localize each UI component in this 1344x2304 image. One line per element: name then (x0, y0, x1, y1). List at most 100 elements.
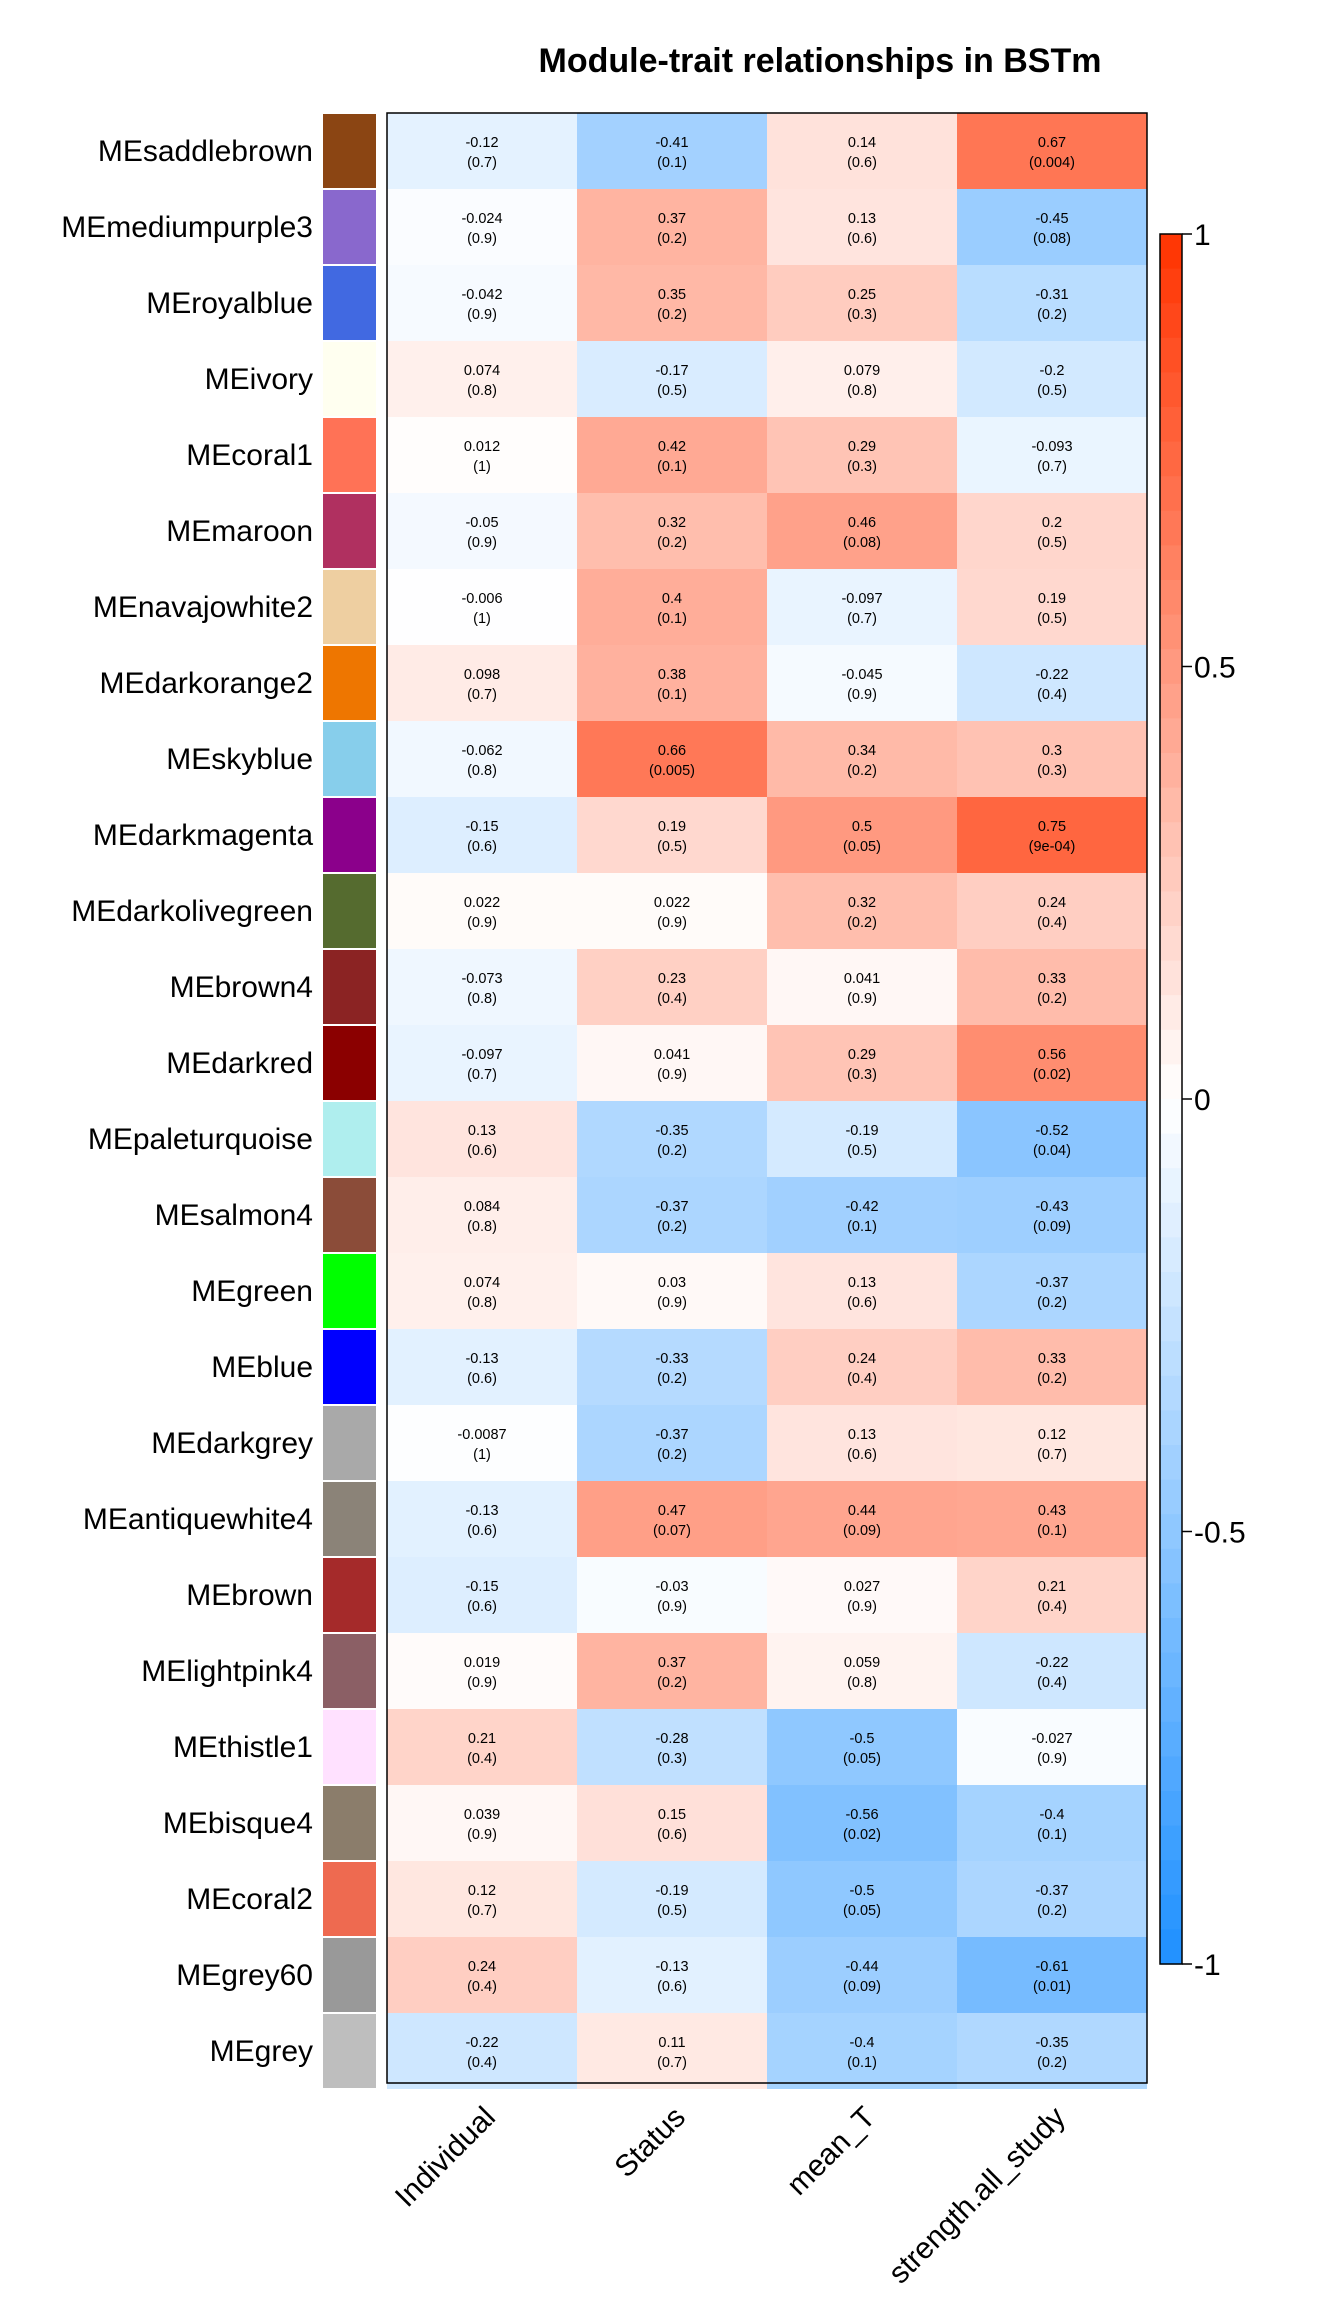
cell-correlation: 0.32 (848, 895, 876, 911)
colorbar-segment (1160, 1929, 1182, 1965)
cell-correlation: 0.084 (464, 1199, 500, 1215)
cell-correlation: 0.11 (658, 2035, 685, 2051)
chart-title: Module-trait relationships in BSTm (539, 42, 1102, 80)
cell-correlation: -0.2 (1040, 363, 1065, 379)
heatmap-cell (957, 1861, 1147, 1937)
colorbar-segment (1160, 1064, 1182, 1100)
colorbar-segment (1160, 441, 1182, 477)
heatmap-cell (957, 645, 1147, 721)
colorbar-segment (1160, 1548, 1182, 1584)
heatmap-cell (767, 873, 957, 949)
cell-pvalue: (0.2) (657, 307, 687, 323)
cell-pvalue: (0.4) (467, 1751, 497, 1767)
heatmap-cell (577, 1861, 767, 1937)
cell-pvalue: (0.2) (657, 1447, 687, 1463)
cell-correlation: 0.03 (658, 1275, 686, 1291)
heatmap-cell (387, 113, 577, 189)
cell-correlation: 0.074 (464, 363, 500, 379)
row-label: MEbisque4 (163, 1807, 313, 1840)
row-label: MEcoral1 (186, 439, 313, 472)
cell-correlation: 0.4 (662, 591, 682, 607)
colorbar-segment (1160, 856, 1182, 892)
cell-pvalue: (0.4) (1037, 1675, 1067, 1691)
module-color-swatch (323, 874, 376, 948)
row-label: MEdarkgrey (151, 1427, 313, 1460)
module-color-swatch (323, 1710, 376, 1784)
row-label: MEdarkmagenta (93, 819, 313, 852)
cell-correlation: 0.34 (848, 743, 876, 759)
heatmap-cell (957, 873, 1147, 949)
cell-correlation: -0.37 (1035, 1275, 1068, 1291)
cell-pvalue: (0.1) (847, 1219, 877, 1235)
cell-correlation: 0.019 (464, 1655, 500, 1671)
colorbar-segment (1160, 407, 1182, 443)
heatmap-cell (577, 569, 767, 645)
cell-pvalue: (0.2) (657, 1371, 687, 1387)
module-color-swatch (323, 646, 376, 720)
cell-pvalue: (0.6) (847, 1447, 877, 1463)
module-color-swatch (323, 1634, 376, 1708)
module-color-swatch (323, 1482, 376, 1556)
heatmap-cell (957, 1481, 1147, 1557)
heatmap-cell (577, 341, 767, 417)
cell-pvalue: (0.9) (847, 991, 877, 1007)
cell-correlation: -0.56 (845, 1807, 878, 1823)
cell-pvalue: (0.4) (1037, 687, 1067, 703)
heatmap-cell (577, 417, 767, 493)
cell-correlation: -0.13 (465, 1351, 498, 1367)
heatmap-cell (767, 645, 957, 721)
cell-correlation: 0.15 (658, 1807, 686, 1823)
cell-correlation: -0.37 (655, 1199, 688, 1215)
row-label: MEmaroon (166, 515, 313, 548)
row-label: MEskyblue (166, 743, 313, 776)
cell-pvalue: (0.5) (657, 839, 687, 855)
cell-correlation: 0.37 (658, 1655, 686, 1671)
module-color-swatch (323, 494, 376, 568)
cell-correlation: 0.47 (658, 1503, 686, 1519)
cell-pvalue: (0.4) (847, 1371, 877, 1387)
cell-correlation: -0.045 (841, 667, 882, 683)
cell-pvalue: (0.04) (1033, 1143, 1071, 1159)
row-label: MEpaleturquoise (88, 1123, 313, 1156)
heatmap-cell (577, 265, 767, 341)
cell-correlation: -0.4 (1040, 1807, 1065, 1823)
colorbar-segment (1160, 1445, 1182, 1481)
colorbar-segment (1160, 1860, 1182, 1896)
module-color-swatch (323, 190, 376, 264)
cell-correlation: 0.19 (1038, 591, 1066, 607)
heatmap-cell (957, 2013, 1147, 2089)
colorbar-segment (1160, 1791, 1182, 1827)
cell-pvalue: (0.7) (467, 155, 497, 171)
module-color-swatch (323, 266, 376, 340)
module-color-swatch (323, 1558, 376, 1632)
cell-values: -0.12 (0.7) -0.41 (0.1) 0.14 (0.6) 0.67 (0.004)… (457, 135, 1075, 2071)
cell-correlation: -0.33 (655, 1351, 688, 1367)
heatmap-cell (957, 1785, 1147, 1861)
cell-pvalue: (0.2) (1037, 1903, 1067, 1919)
cell-pvalue: (0.9) (1037, 1751, 1067, 1767)
heatmap-cell (577, 1557, 767, 1633)
row-label: MEgreen (191, 1275, 313, 1308)
module-color-swatch (323, 950, 376, 1024)
column-label: strength.all_study (882, 2101, 1072, 2291)
heatmap-cell (387, 341, 577, 417)
cell-pvalue: (0.8) (467, 1295, 497, 1311)
colorbar-segment (1160, 545, 1182, 581)
cell-pvalue: (0.6) (847, 231, 877, 247)
row-label: MEgrey60 (176, 1959, 313, 1992)
cell-correlation: -0.44 (845, 1959, 878, 1975)
heatmap-cell (387, 1253, 577, 1329)
heatmap-cell (577, 645, 767, 721)
heatmap-cell (387, 1861, 577, 1937)
cell-pvalue: (0.9) (467, 307, 497, 323)
colorbar-segment (1160, 510, 1182, 546)
cell-pvalue: (0.1) (847, 2055, 877, 2071)
cell-correlation: -0.027 (1031, 1731, 1072, 1747)
cell-correlation: 0.33 (1038, 971, 1066, 987)
colorbar-segment (1160, 268, 1182, 304)
row-label: MEmediumpurple3 (61, 211, 313, 244)
cell-correlation: -0.13 (465, 1503, 498, 1519)
heatmap-cell (767, 417, 957, 493)
colorbar-segment (1160, 1168, 1182, 1204)
cell-pvalue: (0.9) (657, 915, 687, 931)
